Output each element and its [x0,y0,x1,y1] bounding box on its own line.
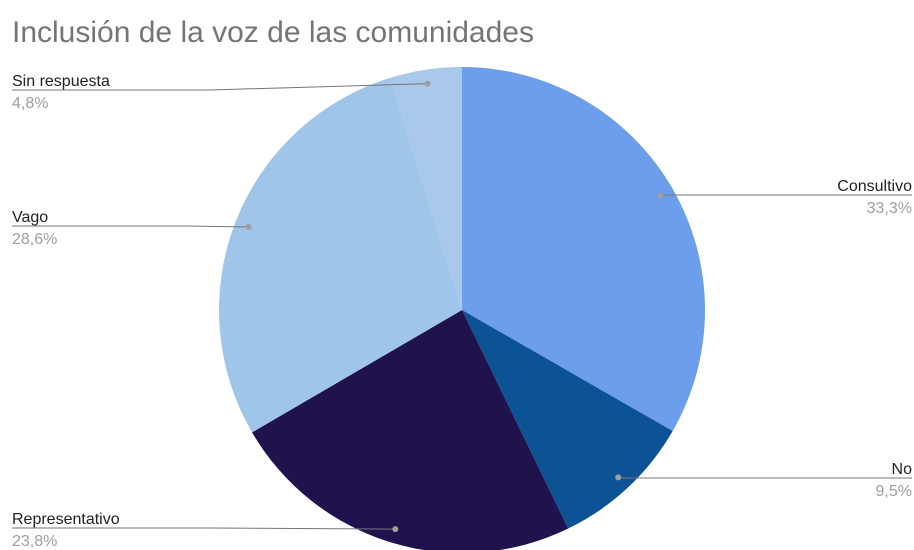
leader-dot [245,224,252,231]
leader-dot [657,192,664,199]
leader-line [12,83,428,91]
slice-label: Vago [12,209,48,226]
slice-value-label: 28,6% [12,231,57,248]
chart-title: Inclusión de la voz de las comunidades [12,16,534,49]
pie-slice [462,310,673,529]
leader-dot [392,526,399,533]
pie-slice [462,67,705,432]
pie-slice [389,67,462,310]
leader-line [12,225,249,228]
leader-dot [424,80,431,87]
leader-dot [615,474,622,481]
slice-label: Representativo [12,511,120,528]
slice-value-label: 4,8% [12,95,48,112]
slice-value-label: 33,3% [867,200,912,217]
slice-label: Consultivo [837,178,912,195]
leader-line [617,477,912,479]
pie-slice [219,77,462,433]
leader-line [12,527,396,530]
pie-slice [252,310,569,550]
slice-value-label: 23,8% [12,533,57,550]
slice-label: Sin respuesta [12,73,110,90]
slice-value-label: 9,5% [876,483,912,500]
slice-label: No [892,461,913,478]
